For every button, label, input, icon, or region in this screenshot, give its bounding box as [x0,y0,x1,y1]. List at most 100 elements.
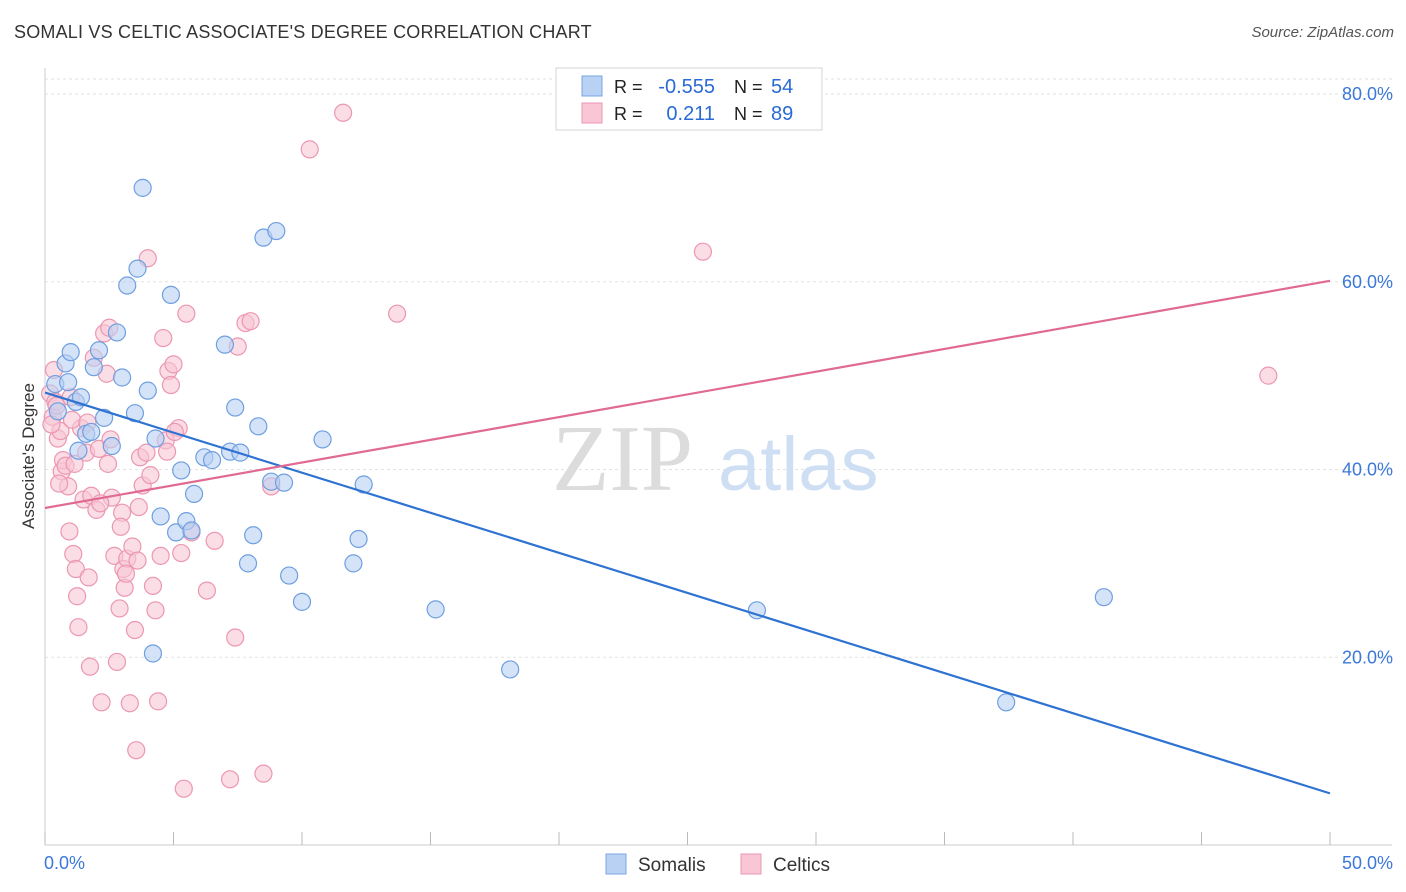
y-tick-label: 60.0% [1342,272,1393,292]
somalis-point [182,521,201,540]
somalis-point [89,341,109,360]
series-somalis-points [46,178,1113,712]
celtics-point [79,568,98,587]
bottom-legend-label-somalis: Somalis [638,855,706,876]
celtics-point [111,517,130,536]
celtics-point [92,693,111,712]
celtics-point [161,375,181,395]
somalis-point [184,484,204,504]
somalis-point [172,461,191,480]
celtics-point [60,522,79,541]
celtics-point [107,652,127,672]
celtics-point [174,779,193,798]
celtics-point [141,466,160,485]
y-tick-label: 20.0% [1342,647,1393,667]
somalis-point [146,429,165,448]
legend-r-value-celtics: 0.211 [666,103,715,125]
celtics-point [80,657,100,676]
axes [44,68,1392,846]
somalis-point [107,323,127,342]
somalis-point [133,178,152,197]
somalis-point [59,373,78,392]
celtics-point [69,618,88,637]
celtics-point [98,454,118,473]
celtics-point [334,103,353,122]
celtics-point [220,770,240,789]
somalis-point [747,601,766,620]
legend-n-label-somalis: N = [734,77,763,97]
celtics-point [128,551,147,570]
somalis-point [226,398,245,417]
celtics-point [146,601,165,620]
trend-lines [44,279,1331,795]
source-note: Source: ZipAtlas.com [1251,24,1394,41]
somalis-point [313,430,332,449]
y-axis-label: Associate's Degree [19,383,38,529]
somalis-point [82,422,101,442]
bottom-legend-swatch-somalis [605,853,627,875]
celtics-point [143,576,163,596]
somalis-point [48,402,67,421]
celtics-point [125,620,145,640]
somalis-trend-line [44,391,1331,795]
somalis-point [280,566,299,585]
celtics-point [120,694,139,713]
celtics-point [693,242,713,261]
x-ticks [44,832,1331,845]
bottom-legend: Somalis Celtics [605,853,830,876]
legend-r-label-somalis: R = [614,77,643,97]
celtics-point [164,355,183,374]
somalis-point [202,451,222,470]
somalis-point [267,221,286,241]
chart-title: SOMALI VS CELTIC ASSOCIATE'S DEGREE CORR… [14,22,592,42]
celtics-point [137,443,156,462]
celtics-point [172,543,191,563]
y-tick-label: 40.0% [1342,460,1393,480]
y-tick-labels: 20.0% 40.0% 60.0% 80.0% [1342,84,1393,667]
legend-r-label-celtics: R = [614,104,643,124]
celtics-trend-line [44,279,1331,510]
somalis-point [138,381,157,400]
legend: R = -0.555 N = 54 R = 0.211 N = 89 [555,67,823,131]
celtics-point [64,544,83,564]
watermark-atlas: atlas [718,422,879,507]
celtics-point [254,764,273,783]
somalis-point [161,285,181,304]
somalis-point [102,436,121,456]
celtics-point [110,599,129,618]
somalis-point [112,368,132,387]
celtics-point [157,442,177,461]
x-tick-label-max: 50.0% [1342,853,1393,873]
legend-n-value-celtics: 89 [771,103,793,125]
celtics-point [151,546,170,565]
celtics-point [177,304,196,323]
somalis-point [1094,588,1113,607]
celtics-point [300,140,319,159]
celtics-point [241,312,260,331]
celtics-point [66,559,85,579]
celtics-point [129,497,148,517]
somalis-point [249,417,268,436]
somalis-point [997,693,1016,712]
somalis-point [61,343,80,362]
somalis-point [151,507,170,526]
celtics-point [154,328,173,348]
legend-swatch-somalis [581,75,603,97]
somalis-point [292,592,312,611]
somalis-point [349,529,368,549]
somalis-point [143,644,163,663]
legend-n-value-somalis: 54 [771,76,793,98]
celtics-point [197,581,217,600]
celtics-point [116,564,136,583]
somalis-point [118,276,137,295]
watermark-zip: ZIP [552,407,693,511]
celtics-point [226,628,245,647]
watermark: ZIP atlas [552,407,879,511]
somalis-point [426,600,445,619]
celtics-point [148,692,168,711]
celtics-point [127,741,146,760]
somalis-point [128,259,147,278]
somalis-point [84,358,103,377]
celtics-point [50,474,69,493]
